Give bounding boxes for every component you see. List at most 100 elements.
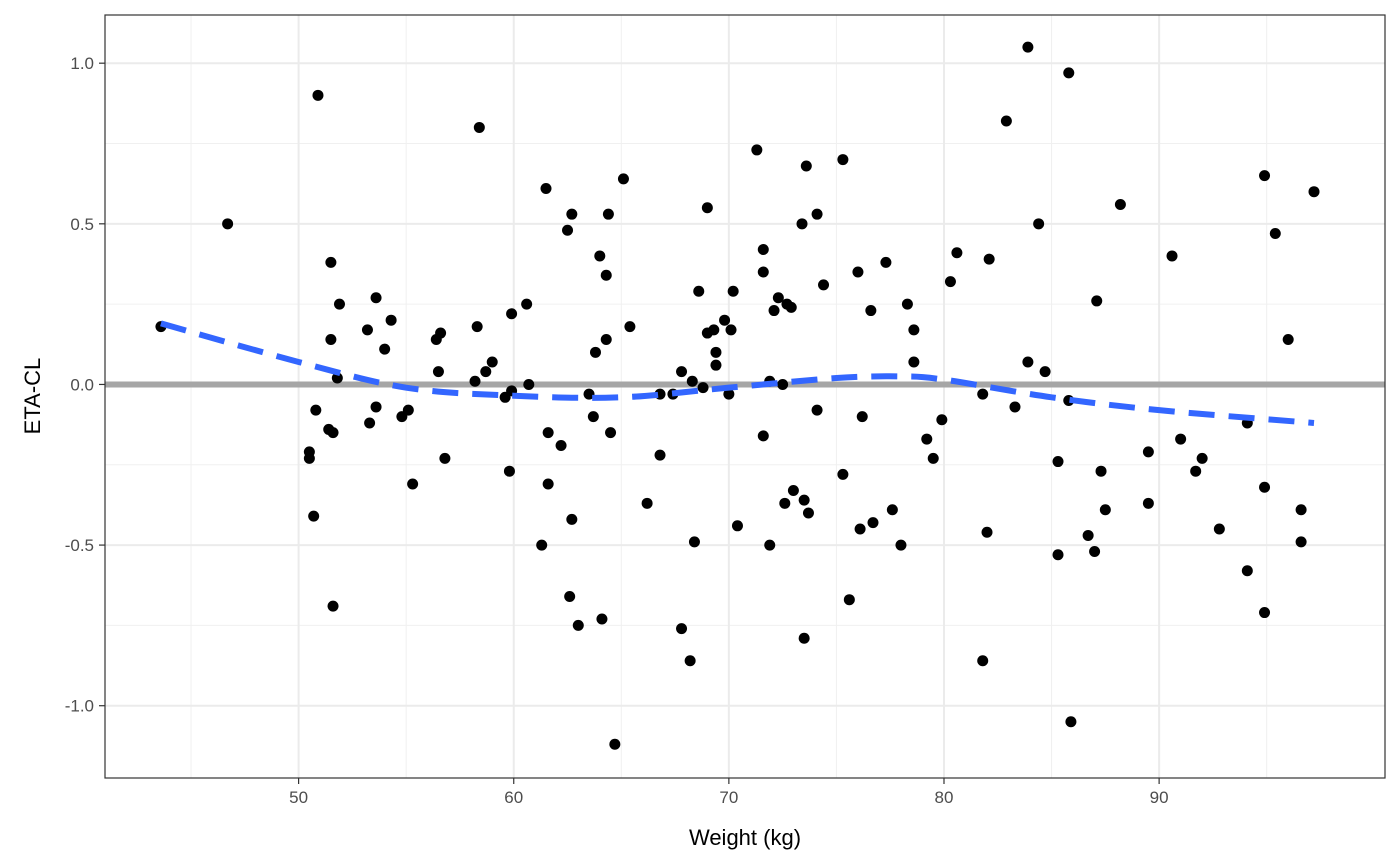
data-point — [555, 439, 567, 451]
data-point — [719, 314, 731, 326]
data-point — [811, 404, 823, 416]
data-point — [798, 632, 810, 644]
data-point — [768, 305, 780, 317]
data-point — [880, 256, 892, 268]
data-point — [854, 523, 866, 535]
data-point — [506, 308, 518, 320]
data-point — [486, 356, 498, 368]
x-tick-label: 60 — [504, 788, 523, 807]
y-axis-ticks: 1.0 0.5 0.0 -0.5 -1.0 — [65, 54, 105, 716]
data-point — [901, 298, 913, 310]
data-point — [908, 324, 920, 336]
data-point — [867, 517, 879, 529]
data-point — [600, 269, 612, 281]
data-point — [977, 388, 989, 400]
y-tick-label: 0.0 — [70, 375, 94, 394]
data-point — [331, 372, 343, 384]
data-point — [701, 202, 713, 214]
data-point — [432, 366, 444, 378]
data-point — [676, 623, 688, 635]
x-axis-title: Weight (kg) — [689, 825, 801, 850]
data-point — [521, 298, 533, 310]
data-point — [542, 478, 554, 490]
data-point — [811, 208, 823, 220]
data-point — [951, 247, 963, 259]
data-point — [1099, 504, 1111, 516]
data-point — [600, 333, 612, 345]
data-point — [843, 594, 855, 606]
data-points — [155, 41, 1320, 750]
data-point — [886, 504, 898, 516]
data-point — [594, 250, 606, 262]
data-point — [385, 314, 397, 326]
data-point — [1052, 456, 1064, 468]
data-point — [977, 655, 989, 667]
data-point — [727, 285, 739, 297]
data-point — [1308, 186, 1320, 198]
data-point — [523, 378, 535, 390]
data-point — [617, 173, 629, 185]
y-tick-label: -0.5 — [65, 536, 94, 555]
data-point — [333, 298, 345, 310]
data-point — [572, 619, 584, 631]
data-point — [222, 218, 234, 230]
data-point — [818, 279, 830, 291]
data-point — [1039, 366, 1051, 378]
data-point — [1082, 529, 1094, 541]
data-point — [540, 182, 552, 194]
data-point — [757, 244, 769, 256]
data-point — [605, 427, 617, 439]
x-tick-label: 80 — [935, 788, 954, 807]
y-axis-title: ETA-CL — [20, 358, 45, 435]
data-point — [473, 121, 485, 133]
x-tick-label: 70 — [719, 788, 738, 807]
data-point — [908, 356, 920, 368]
data-point — [469, 375, 481, 387]
data-point — [1166, 250, 1178, 262]
data-point — [708, 324, 720, 336]
data-point — [564, 590, 576, 602]
data-point — [1091, 295, 1103, 307]
data-point — [589, 346, 601, 358]
data-point — [542, 427, 554, 439]
data-point — [751, 144, 763, 156]
data-point — [641, 497, 653, 509]
data-point — [676, 366, 688, 378]
data-point — [983, 253, 995, 265]
data-point — [837, 468, 849, 480]
data-point — [800, 160, 812, 172]
data-point — [693, 285, 705, 297]
data-point — [921, 433, 933, 445]
data-point — [536, 539, 548, 551]
data-point — [1142, 497, 1154, 509]
data-point — [364, 417, 376, 429]
data-point — [1213, 523, 1225, 535]
data-point — [856, 411, 868, 423]
data-point — [602, 208, 614, 220]
data-point — [710, 359, 722, 371]
data-point — [1022, 356, 1034, 368]
data-point — [1175, 433, 1187, 445]
data-point — [370, 401, 382, 413]
data-point — [944, 276, 956, 288]
data-point — [1000, 115, 1012, 127]
data-point — [777, 378, 789, 390]
data-point — [723, 388, 735, 400]
data-point — [379, 343, 391, 355]
y-tick-label: 0.5 — [70, 215, 94, 234]
data-point — [361, 324, 373, 336]
plot-border — [104, 14, 1386, 779]
data-point — [435, 327, 447, 339]
data-point — [654, 449, 666, 461]
data-point — [1190, 465, 1202, 477]
data-point — [596, 613, 608, 625]
data-point — [1241, 565, 1253, 577]
data-point — [325, 256, 337, 268]
data-point — [1114, 199, 1126, 211]
data-point — [865, 305, 877, 317]
trend-line — [160, 320, 1315, 426]
data-point — [927, 452, 939, 464]
data-point — [798, 494, 810, 506]
data-point — [802, 507, 814, 519]
